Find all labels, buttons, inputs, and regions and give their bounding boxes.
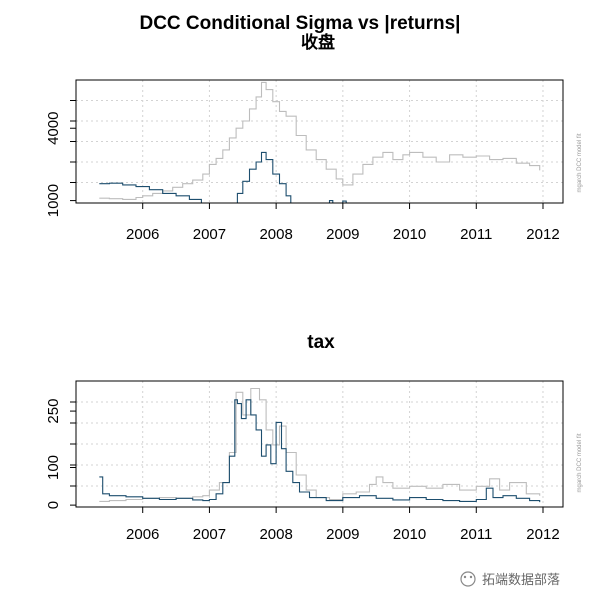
panel-close: 2006 2007 2008 2009 2010 2011 2012 1000 4000 bbox=[45, 79, 564, 243]
x-tick-label-4: 2010 bbox=[393, 526, 426, 543]
x-tick-label-5: 2011 bbox=[460, 226, 492, 243]
series-1-segment-0 bbox=[99, 182, 202, 203]
watermark: 拓端数据部落 bbox=[482, 573, 560, 588]
chart-title: DCC Conditional Sigma vs |returns| bbox=[139, 13, 460, 34]
x-tick-label-2: 2008 bbox=[259, 526, 292, 543]
series-0-line bbox=[99, 81, 541, 200]
x-tick-label-0: 2006 bbox=[126, 526, 159, 543]
x-tick-label-1: 2007 bbox=[193, 526, 226, 543]
series-1-line bbox=[99, 399, 541, 503]
y-tick-label-1: 4000 bbox=[45, 112, 62, 145]
series-0-line bbox=[99, 387, 541, 502]
x-tick-label-6: 2012 bbox=[526, 526, 559, 543]
x-tick-label-3: 2009 bbox=[326, 226, 359, 243]
wechat-icon-eye-left bbox=[463, 575, 467, 579]
x-tick-label-2: 2008 bbox=[259, 226, 292, 243]
y-tick-label-2: 250 bbox=[45, 399, 62, 424]
panel-tax: 2006 2007 2008 2009 2010 2011 2012 0 100 250 bbox=[45, 380, 564, 543]
series-1-segment-2 bbox=[326, 200, 334, 203]
panel-title-tax: tax bbox=[307, 332, 335, 353]
x-tick-label-5: 2011 bbox=[460, 526, 492, 543]
chart-subtitle: 收盘 bbox=[301, 32, 335, 53]
x-tick-label-1: 2007 bbox=[193, 226, 226, 243]
x-tick-label-6: 2012 bbox=[526, 226, 559, 243]
x-tick-label-0: 2006 bbox=[126, 226, 159, 243]
x-tick-label-3: 2009 bbox=[326, 526, 359, 543]
wechat-icon-eye-right bbox=[469, 575, 473, 579]
y-tick-label-0: 1000 bbox=[45, 184, 62, 217]
y-tick-label-1: 100 bbox=[45, 455, 62, 480]
series-1-segment-3 bbox=[339, 200, 347, 203]
x-tick-label-4: 2010 bbox=[393, 226, 426, 243]
wechat-icon bbox=[460, 571, 476, 587]
side-note-top: mgarch DCC model fit bbox=[577, 133, 583, 192]
plot-frame bbox=[75, 79, 564, 204]
side-note-bottom: mgarch DCC model fit bbox=[577, 433, 583, 492]
series-1-segment-1 bbox=[229, 151, 292, 203]
y-tick-label-0: 0 bbox=[45, 501, 62, 509]
